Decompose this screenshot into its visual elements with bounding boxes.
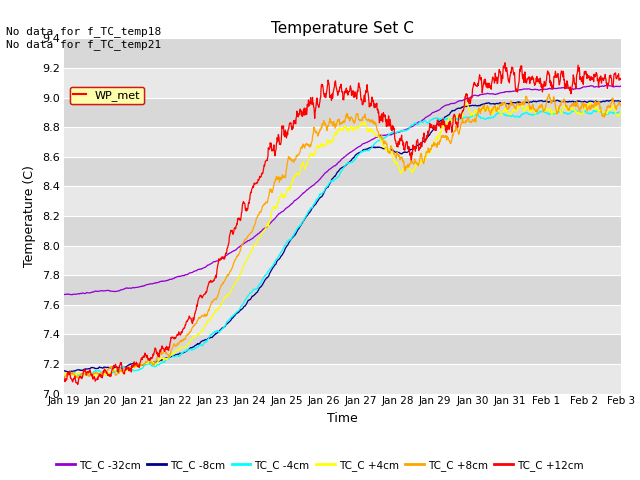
Bar: [64, 68, 621, 97]
Bar: [64, 246, 621, 275]
Bar: [64, 186, 621, 216]
Y-axis label: Temperature (C): Temperature (C): [24, 165, 36, 267]
Bar: [64, 305, 621, 335]
Bar: [64, 157, 621, 186]
Bar: [64, 97, 621, 127]
Text: No data for f_TC_temp18
No data for f_TC_temp21: No data for f_TC_temp18 No data for f_TC…: [6, 26, 162, 50]
Legend: TC_C -32cm, TC_C -8cm, TC_C -4cm, TC_C +4cm, TC_C +8cm, TC_C +12cm: TC_C -32cm, TC_C -8cm, TC_C -4cm, TC_C +…: [52, 456, 588, 475]
Bar: [64, 364, 621, 394]
Bar: [64, 335, 621, 364]
Bar: [64, 127, 621, 157]
Title: Temperature Set C: Temperature Set C: [271, 21, 414, 36]
Legend: WP_met: WP_met: [70, 86, 144, 104]
Bar: [64, 216, 621, 246]
X-axis label: Time: Time: [327, 412, 358, 425]
Bar: [64, 275, 621, 305]
Bar: [64, 38, 621, 68]
